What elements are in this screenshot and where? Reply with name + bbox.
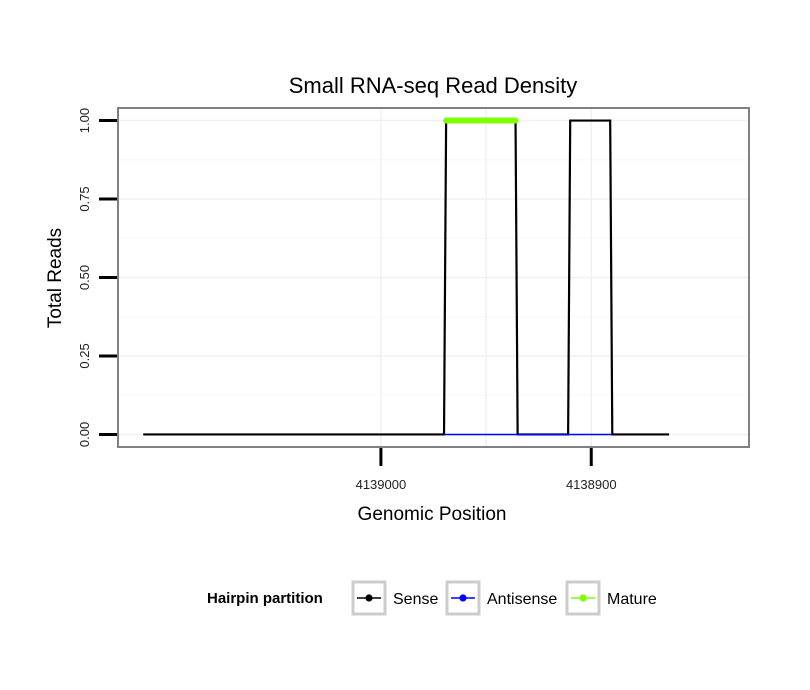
legend-key-point-mature (579, 594, 587, 602)
series-layer (143, 117, 670, 436)
x-tick-label: 4138900 (566, 477, 617, 492)
y-tick-label: 0.50 (77, 265, 92, 290)
legend-item-mature: Mature (565, 580, 657, 616)
y-tick-label: 0.75 (77, 186, 92, 211)
legend-label-sense: Sense (393, 591, 438, 608)
legend-item-sense: Sense (351, 580, 438, 616)
legend-key-point-sense (365, 594, 373, 602)
x-tick-label: 4139000 (356, 477, 407, 492)
legend: Hairpin partition Sense Antisense Mature (207, 580, 657, 616)
legend-item-antisense: Antisense (445, 580, 557, 616)
x-axis: 4139000 4138900 (356, 448, 617, 492)
y-axis: 0.00 0.25 0.50 0.75 1.00 (77, 108, 117, 447)
x-axis-title: Genomic Position (358, 504, 507, 525)
y-axis-title: Total Reads (45, 228, 66, 328)
y-tick-label: 1.00 (77, 108, 92, 133)
chart-title: Small RNA-seq Read Density (289, 73, 578, 98)
legend-key-point-antisense (459, 594, 467, 602)
grid-lines (118, 108, 749, 447)
panel-border (117, 107, 750, 448)
legend-label-mature: Mature (607, 591, 657, 608)
y-tick-label: 0.25 (77, 343, 92, 368)
legend-title: Hairpin partition (207, 590, 323, 607)
legend-label-antisense: Antisense (487, 591, 557, 608)
y-tick-label: 0.00 (77, 422, 92, 447)
